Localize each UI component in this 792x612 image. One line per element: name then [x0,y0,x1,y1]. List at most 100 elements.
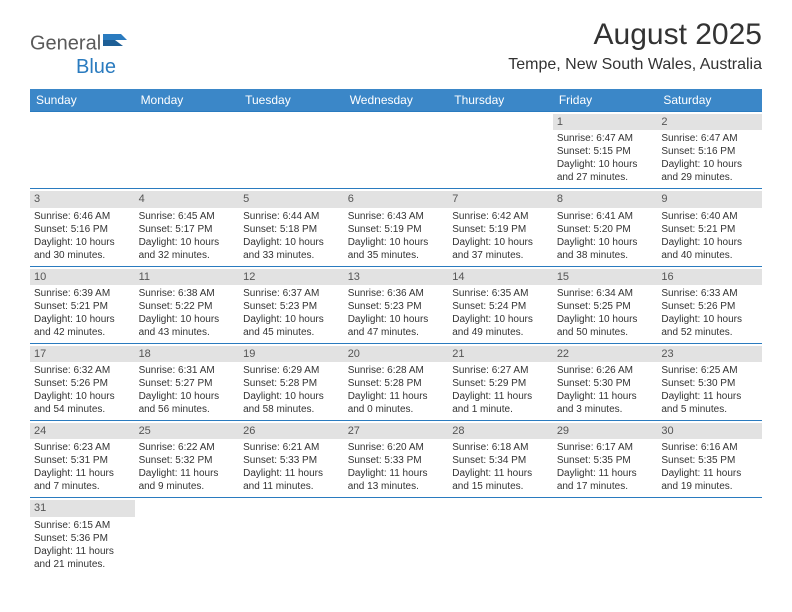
sunset-text: Sunset: 5:15 PM [557,145,654,158]
logo-text-part1: General [30,32,101,54]
daylight-text: and 15 minutes. [452,480,549,493]
daylight-text: Daylight: 10 hours [661,158,758,171]
day-number: 20 [344,346,449,362]
daylight-text: and 43 minutes. [139,326,236,339]
daylight-text: Daylight: 10 hours [452,236,549,249]
calendar-cell: 24Sunrise: 6:23 AMSunset: 5:31 PMDayligh… [30,421,135,498]
daylight-text: Daylight: 10 hours [661,236,758,249]
calendar-cell: 12Sunrise: 6:37 AMSunset: 5:23 PMDayligh… [239,266,344,343]
sunrise-text: Sunrise: 6:47 AM [661,132,758,145]
day-number: 2 [657,114,762,130]
day-number: 5 [239,191,344,207]
daylight-text: and 58 minutes. [243,403,340,416]
daylight-text: and 52 minutes. [661,326,758,339]
sunset-text: Sunset: 5:36 PM [34,532,131,545]
daylight-text: Daylight: 10 hours [243,390,340,403]
day-number: 13 [344,269,449,285]
daylight-text: Daylight: 10 hours [557,313,654,326]
daylight-text: and 5 minutes. [661,403,758,416]
daylight-text: and 19 minutes. [661,480,758,493]
calendar-cell [657,498,762,575]
calendar-cell: 7Sunrise: 6:42 AMSunset: 5:19 PMDaylight… [448,189,553,266]
day-number: 12 [239,269,344,285]
day-header: Wednesday [344,89,449,112]
day-number: 15 [553,269,658,285]
daylight-text: Daylight: 11 hours [243,467,340,480]
daylight-text: Daylight: 10 hours [243,236,340,249]
sunset-text: Sunset: 5:19 PM [348,223,445,236]
daylight-text: Daylight: 10 hours [348,236,445,249]
calendar-cell: 14Sunrise: 6:35 AMSunset: 5:24 PMDayligh… [448,266,553,343]
sunset-text: Sunset: 5:21 PM [661,223,758,236]
calendar-cell [448,112,553,189]
calendar-cell: 27Sunrise: 6:20 AMSunset: 5:33 PMDayligh… [344,421,449,498]
calendar-cell [135,498,240,575]
day-number: 16 [657,269,762,285]
calendar-cell [30,112,135,189]
calendar-cell: 6 Sunrise: 6:43 AMSunset: 5:19 PMDaylight… [344,189,449,266]
day-header: Saturday [657,89,762,112]
daylight-text: and 32 minutes. [139,249,236,262]
daylight-text: Daylight: 10 hours [139,390,236,403]
daylight-text: and 42 minutes. [34,326,131,339]
logo: GeneralBlue [30,32,129,79]
day-number: 7 [448,191,553,207]
sunrise-text: Sunrise: 6:15 AM [34,519,131,532]
calendar-row: 1Sunrise: 6:47 AM Sunset: 5:15 PM Daylight… [30,112,762,189]
sunset-text: Sunset: 5:23 PM [243,300,340,313]
day-number: 1 [553,114,658,130]
daylight-text: Daylight: 10 hours [348,313,445,326]
daylight-text: Daylight: 10 hours [243,313,340,326]
daylight-text: and 54 minutes. [34,403,131,416]
day-number: 4 [135,191,240,207]
sunrise-text: Sunrise: 6:38 AM [139,287,236,300]
sunset-text: Sunset: 5:26 PM [661,300,758,313]
calendar-cell: 15Sunrise: 6:34 AMSunset: 5:25 PMDayligh… [553,266,658,343]
sunset-text: Sunset: 5:35 PM [661,454,758,467]
calendar-cell: 31Sunrise: 6:15 AMSunset: 5:36 PMDayligh… [30,498,135,575]
location-text: Tempe, New South Wales, Australia [508,56,762,74]
daylight-text: Daylight: 11 hours [452,390,549,403]
calendar-cell: 23Sunrise: 6:25 AMSunset: 5:30 PMDayligh… [657,343,762,420]
sunset-text: Sunset: 5:31 PM [34,454,131,467]
daylight-text: Daylight: 10 hours [557,236,654,249]
page-title: August 2025 [508,18,762,52]
calendar-cell: 1Sunrise: 6:47 AMSunset: 5:15 PMDaylight… [553,112,658,189]
daylight-text: and 47 minutes. [348,326,445,339]
sunrise-text: Sunrise: 6:46 AM [34,210,131,223]
day-header: Monday [135,89,240,112]
sunrise-text: Sunrise: 6:39 AM [34,287,131,300]
day-number: 6 [344,191,449,207]
day-number: 21 [448,346,553,362]
daylight-text: and 27 minutes. [557,171,654,184]
calendar-cell [239,498,344,575]
day-number: 8 [553,191,658,207]
calendar-table: Sunday Monday Tuesday Wednesday Thursday… [30,89,762,575]
sunrise-text: Sunrise: 6:21 AM [243,441,340,454]
day-number: 11 [135,269,240,285]
daylight-text: Daylight: 10 hours [661,313,758,326]
calendar-cell [135,112,240,189]
calendar-cell: 18Sunrise: 6:31 AMSunset: 5:27 PMDayligh… [135,343,240,420]
daylight-text: Daylight: 11 hours [557,390,654,403]
daylight-text: and 37 minutes. [452,249,549,262]
calendar-cell: 26Sunrise: 6:21 AMSunset: 5:33 PMDayligh… [239,421,344,498]
calendar-cell: 22Sunrise: 6:26 AMSunset: 5:30 PMDayligh… [553,343,658,420]
sunrise-text: Sunrise: 6:44 AM [243,210,340,223]
calendar-cell: 13Sunrise: 6:36 AMSunset: 5:23 PMDayligh… [344,266,449,343]
daylight-text: and 56 minutes. [139,403,236,416]
daylight-text: and 45 minutes. [243,326,340,339]
sunrise-text: Sunrise: 6:40 AM [661,210,758,223]
sunset-text: Sunset: 5:28 PM [243,377,340,390]
daylight-text: and 17 minutes. [557,480,654,493]
sunset-text: Sunset: 5:20 PM [557,223,654,236]
day-number: 10 [30,269,135,285]
sunrise-text: Sunrise: 6:28 AM [348,364,445,377]
daylight-text: Daylight: 11 hours [348,467,445,480]
header: GeneralBlue August 2025 Tempe, New South… [30,18,762,79]
sunset-text: Sunset: 5:22 PM [139,300,236,313]
daylight-text: and 40 minutes. [661,249,758,262]
sunset-text: Sunset: 5:30 PM [557,377,654,390]
calendar-row: 24Sunrise: 6:23 AMSunset: 5:31 PMDayligh… [30,421,762,498]
sunrise-text: Sunrise: 6:43 AM [348,210,445,223]
